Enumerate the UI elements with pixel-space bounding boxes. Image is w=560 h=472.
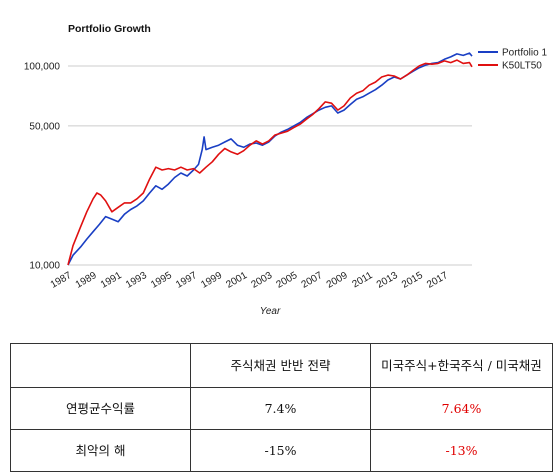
x-tick-label: 2007 [300, 270, 325, 291]
x-tick-label: 1993 [124, 270, 149, 291]
summary-row-label: 연평균수익률 [10, 387, 191, 430]
grid-lines [68, 65, 472, 266]
summary-row: 연평균수익률 7.4% 7.64% [10, 387, 553, 430]
summary-cell-value: -15% [190, 429, 371, 472]
x-tick-label: 1987 [49, 270, 74, 291]
portfolio-growth-chart: Portfolio Growth 1987 1989 1991 1993 1995 199… [24, 23, 548, 317]
summary-header-row: 주식채권 반반 전략 미국주식+한국주식 / 미국채권 [10, 343, 553, 388]
x-axis-title: Year [260, 306, 281, 317]
x-tick-label: 1997 [174, 270, 199, 291]
x-tick-label: 2005 [275, 270, 300, 291]
summary-cell-value: -13% [370, 429, 553, 472]
x-tick-label: 2017 [425, 270, 450, 291]
x-tick-label: 2009 [325, 270, 350, 291]
summary-cell-value: 7.64% [370, 387, 553, 430]
x-axis-ticks: 1987 1989 1991 1993 1995 1997 1999 2001 2003 2005… [49, 270, 451, 291]
x-tick-label: 2015 [400, 270, 425, 291]
y-axis-ticks: 10,000 50,000 100,000 [24, 61, 61, 271]
summary-header-cell [10, 343, 191, 388]
x-tick-label: 1999 [199, 270, 224, 291]
legend-label: K50LT50 [502, 61, 542, 72]
series-line [67, 52, 473, 266]
y-tick-label: 100,000 [24, 61, 61, 72]
x-tick-label: 2011 [350, 270, 375, 290]
x-tick-label: 1991 [99, 270, 124, 291]
series-lines [67, 52, 473, 266]
summary-table: 주식채권 반반 전략 미국주식+한국주식 / 미국채권 연평균수익률 7.4% … [10, 343, 553, 472]
summary-row: 최악의 해 -15% -13% [10, 429, 553, 472]
legend-label: Portfolio 1 [502, 48, 547, 59]
summary-header-cell: 미국주식+한국주식 / 미국채권 [370, 343, 553, 388]
chart-title: Portfolio Growth [68, 23, 151, 35]
summary-cell-value: 7.4% [190, 387, 371, 430]
x-tick-label: 1989 [74, 270, 99, 291]
series-line [67, 59, 473, 266]
x-tick-label: 2013 [375, 270, 400, 291]
y-tick-label: 10,000 [29, 261, 60, 272]
x-tick-label: 2001 [224, 270, 249, 291]
y-tick-label: 50,000 [29, 121, 60, 132]
summary-row-label: 최악의 해 [10, 429, 191, 472]
x-tick-label: 2003 [249, 270, 274, 291]
x-tick-label: 1995 [149, 270, 174, 291]
legend: Portfolio 1 K50LT50 [478, 48, 547, 72]
summary-header-cell: 주식채권 반반 전략 [190, 343, 371, 388]
